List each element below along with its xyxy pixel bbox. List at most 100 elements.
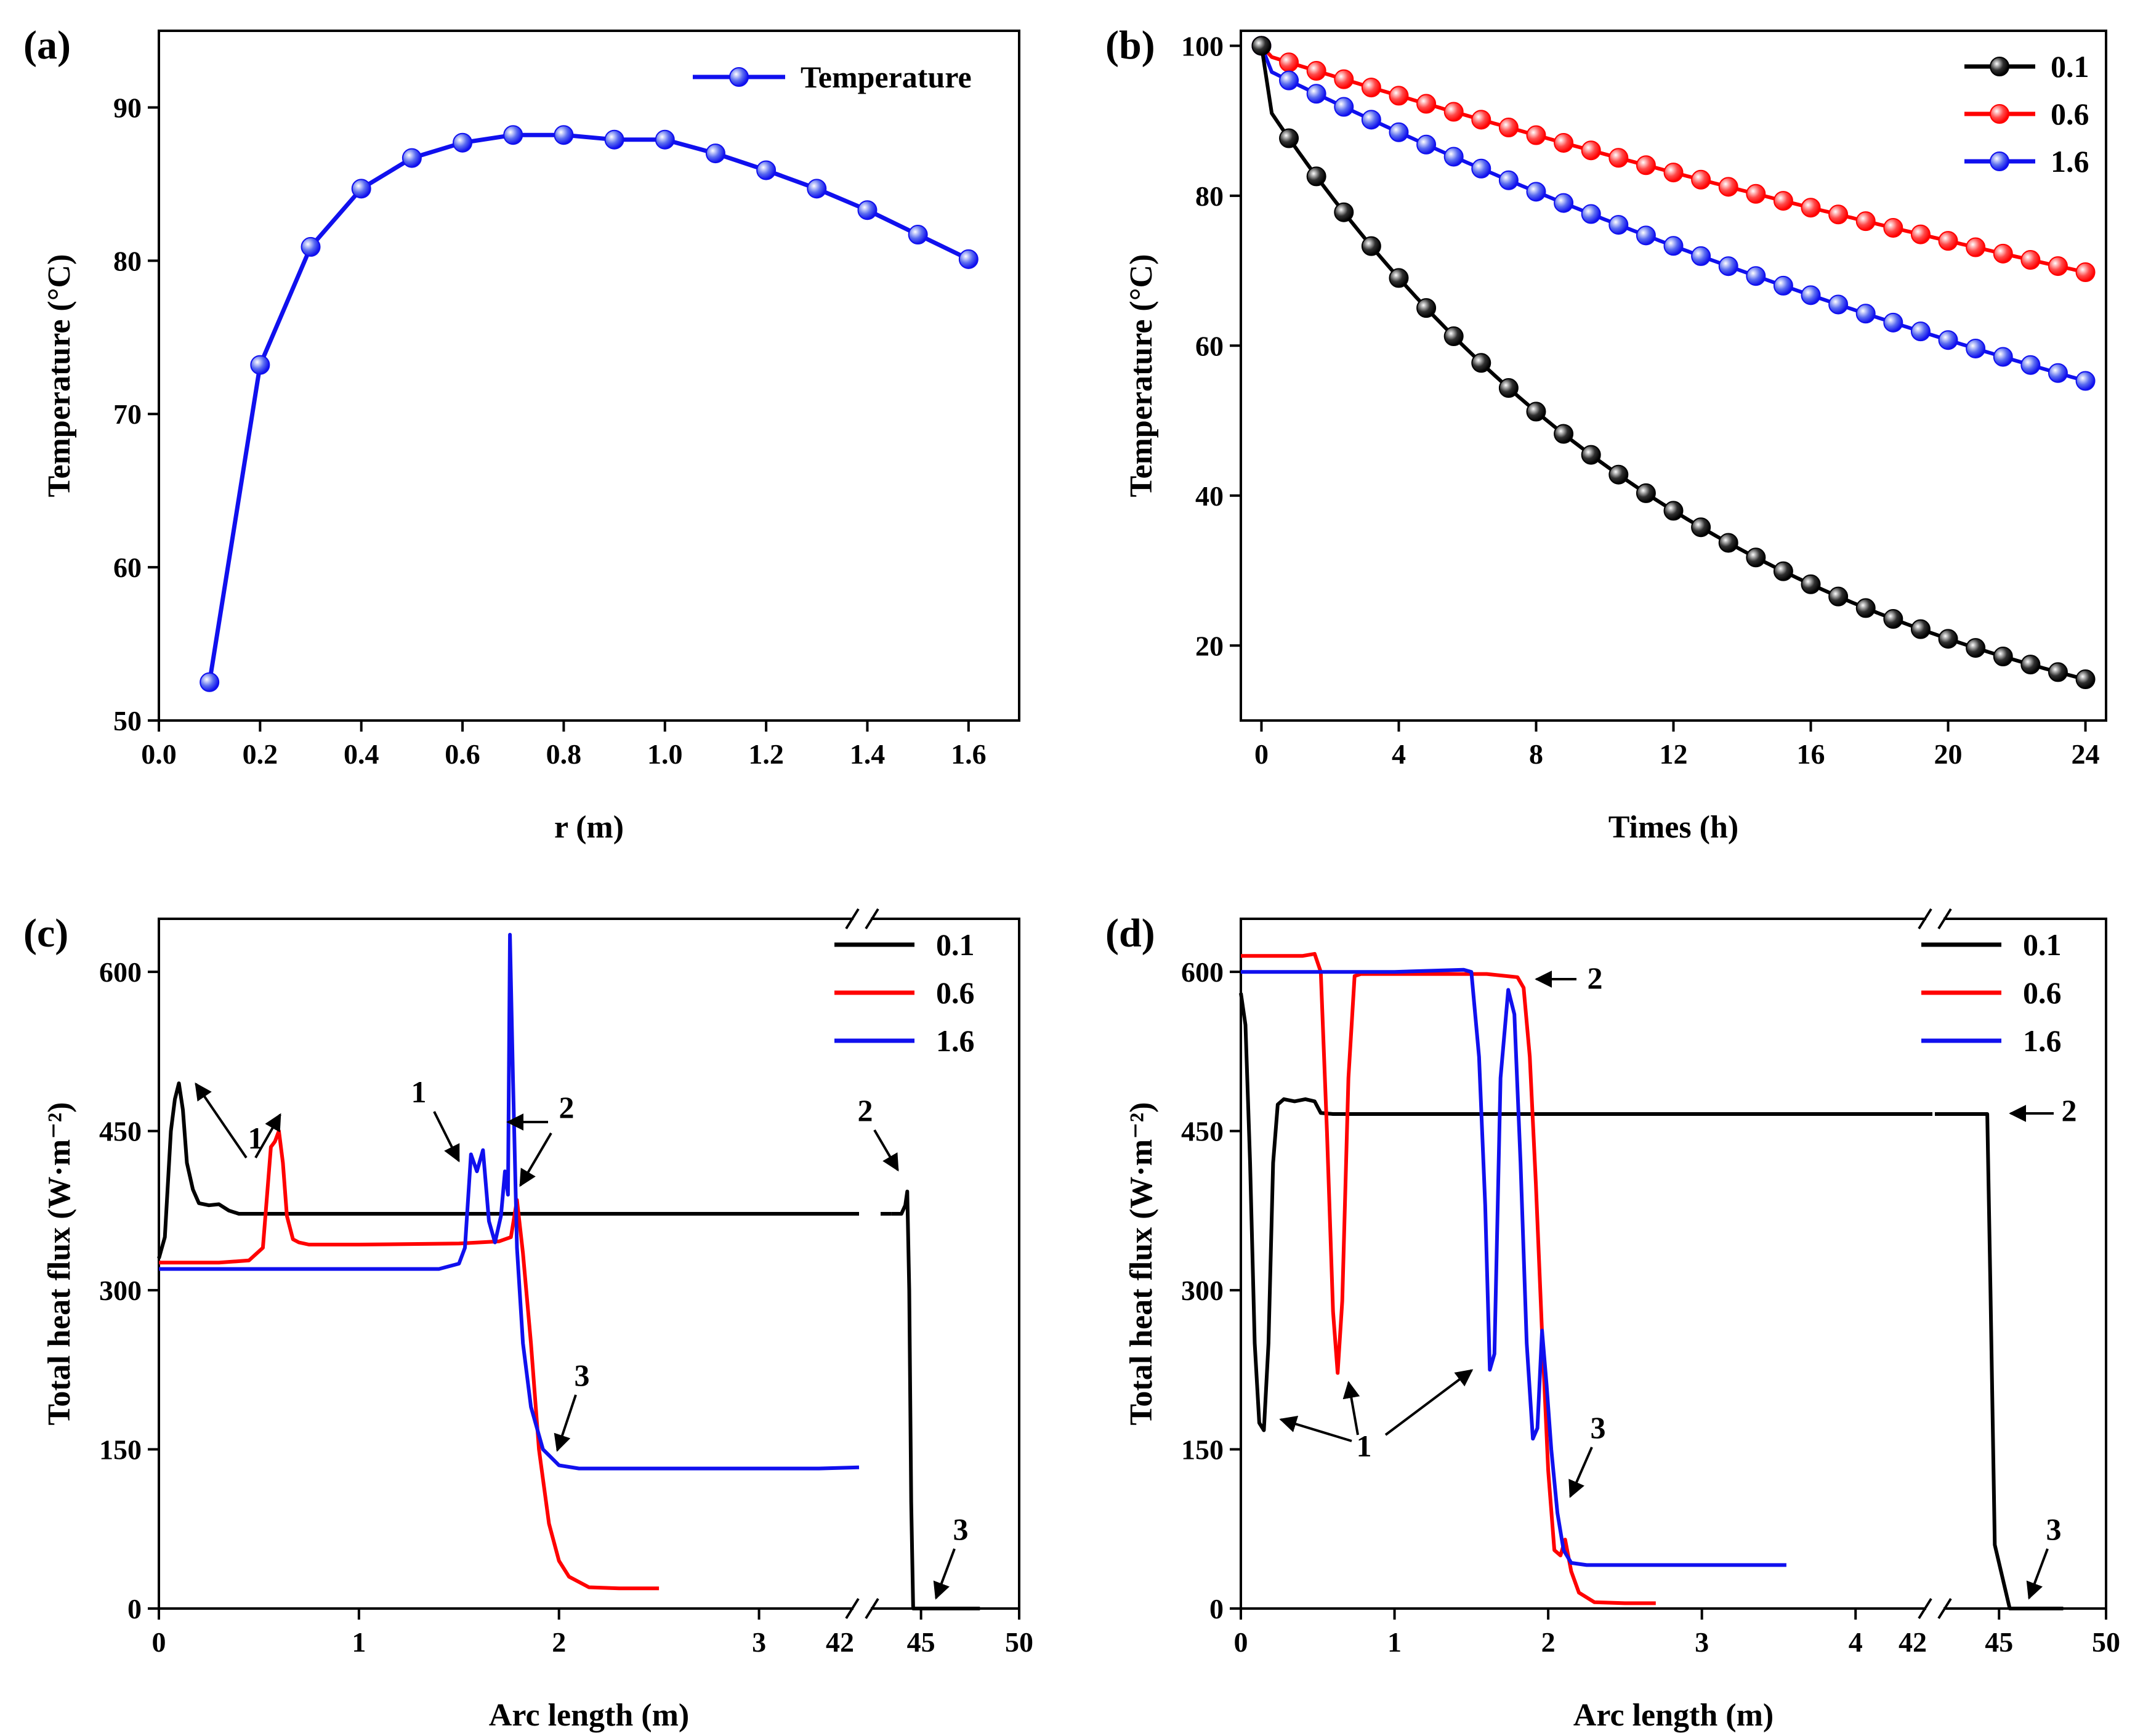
data-point [503,125,523,145]
legend-label: 0.6 [936,975,975,1010]
x-axis-label: Times (h) [1608,810,1738,845]
data-point [1471,353,1491,373]
series-line-0.1 [1239,993,1932,1432]
y-tick-label: 450 [1181,1116,1224,1147]
x-tick-label: 0.6 [445,738,480,770]
data-point [807,179,827,199]
data-point [301,236,321,257]
data-point [1581,445,1601,465]
axis-break-mark [1918,1597,1932,1620]
data-point [1773,275,1793,296]
data-point [1773,191,1793,211]
series-line-0.6 [159,1129,660,1591]
data-point [1746,184,1766,204]
y-axis-label: Total heat flux (W·m⁻²) [42,1102,77,1425]
data-point [1663,236,1684,256]
annotation-label: 3 [2046,1512,2062,1546]
y-tick-label: 60 [113,552,142,583]
annotation-arrow [195,1082,248,1159]
data-point [2020,655,2041,675]
y-tick-label: 0 [127,1593,142,1625]
data-point [1828,294,1849,315]
annotation-arrow [433,1111,460,1163]
data-point [351,179,371,199]
data-point [2048,662,2068,682]
data-point [1966,237,1986,257]
data-point [1990,104,2009,124]
data-point [1498,170,1519,190]
x-tick-label: 16 [1797,738,1825,770]
x-tick-label: 0.2 [243,738,278,770]
panel-b: (b)Times (h)Temperature (°C)204060801000… [1105,23,2107,845]
data-point [1691,246,1711,266]
data-point [1361,78,1381,98]
legend-label: Temperature [801,60,972,94]
data-point [857,200,878,220]
data-point [1416,134,1437,155]
plot-frame [158,918,1020,1610]
axis-break-mark [1937,1597,1952,1620]
data-point [1828,204,1849,225]
x-tick-label: 42 [1899,1626,1927,1658]
data-point [1691,517,1711,538]
annotation-label: 3 [953,1512,969,1546]
data-point [1691,169,1711,190]
x-tick-label: 20 [1934,738,1963,770]
annotation-arrow [1279,1415,1352,1442]
x-tick-label: 12 [1660,738,1688,770]
x-tick-label: 1.0 [647,738,683,770]
data-point [1801,198,1821,218]
x-tick-label: 24 [2072,738,2100,770]
x-tick-label: 0.0 [141,738,177,770]
annotation-label: 2 [858,1093,873,1128]
y-axis-label: Temperature (°C) [1124,254,1159,498]
x-tick-label: 0 [1234,1626,1248,1658]
series-line-temperature [207,132,970,683]
y-axis-label: Total heat flux (W·m⁻²) [1124,1102,1159,1425]
data-point [1910,224,1931,244]
series-line-0.1-far [1935,1112,2064,1610]
y-tick-label: 150 [1181,1434,1224,1466]
data-point [1966,338,1986,358]
y-tick-label: 80 [1195,180,1224,212]
data-point [1251,36,1272,56]
data-point [1334,69,1354,89]
data-point [1498,378,1519,398]
data-point [1663,501,1684,521]
panel-label: (a) [23,23,71,68]
data-point [1990,57,2009,76]
data-point [453,132,473,153]
y-tick-label: 40 [1195,480,1224,512]
data-point [1498,118,1519,138]
x-tick-label: 50 [1005,1626,1033,1658]
data-point [1910,619,1931,639]
x-tick-label: 1.6 [951,738,987,770]
data-point [1718,177,1738,197]
data-point [1773,561,1793,581]
data-point [1443,147,1464,167]
x-tick-label: 45 [907,1626,935,1658]
x-tick-label: 42 [826,1626,854,1658]
annotation-label: 2 [559,1090,575,1124]
data-point [2048,363,2068,383]
y-tick-label: 0 [1209,1593,1224,1625]
axis-break-mark [845,908,860,930]
annotation-arrow [1342,1381,1360,1435]
x-tick-label: 1 [352,1626,366,1658]
data-point [1471,158,1491,179]
x-axis-label: r (m) [554,810,624,845]
legend-label: 0.6 [2051,97,2089,131]
data-point [2020,250,2041,270]
data-point [1471,110,1491,130]
axis-break-mark [865,908,879,930]
axis-break-mark [1918,908,1932,930]
y-tick-label: 600 [99,956,142,988]
data-point [1443,326,1464,347]
data-point [1279,52,1299,73]
series-line-1.6 [1259,45,2086,383]
series-line-0.1 [157,1081,859,1259]
legend-label: 1.6 [936,1023,975,1058]
x-axis-label: Arc length (m) [1573,1698,1774,1733]
data-point [1855,598,1876,618]
